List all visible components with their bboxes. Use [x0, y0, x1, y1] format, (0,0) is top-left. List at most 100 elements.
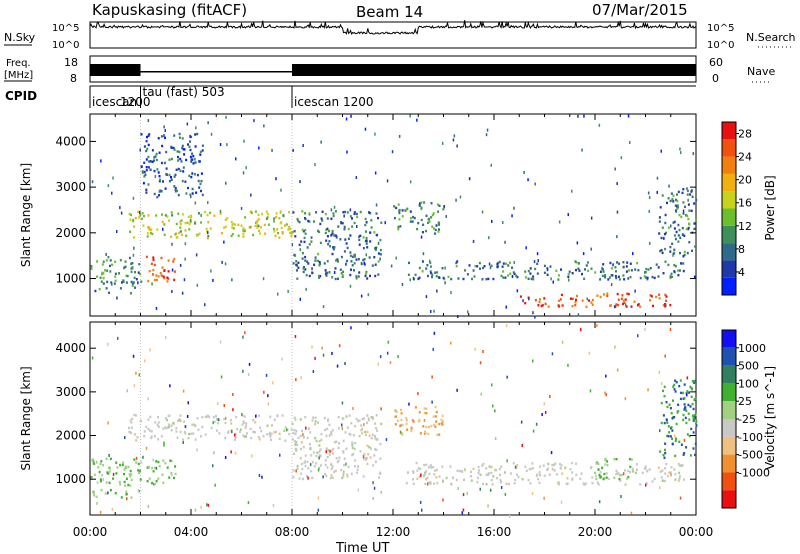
- data-cell: [281, 414, 284, 417]
- data-region: [394, 405, 445, 437]
- data-cell: [265, 210, 268, 213]
- data-cell: [244, 426, 247, 429]
- data-cell: [234, 451, 237, 455]
- data-cell: [441, 465, 444, 468]
- data-cell: [682, 209, 685, 213]
- data-cell: [369, 456, 372, 459]
- data-cell: [179, 222, 182, 226]
- data-cell: [125, 490, 128, 494]
- data-cell: [164, 462, 167, 465]
- data-cell: [685, 446, 688, 449]
- data-cell: [532, 359, 534, 363]
- data-cell: [288, 432, 291, 436]
- data-cell: [499, 481, 502, 484]
- data-cell: [440, 422, 443, 425]
- data-cell: [507, 482, 510, 486]
- data-cell: [692, 152, 695, 156]
- data-cell: [223, 417, 226, 421]
- data-cell: [412, 482, 415, 485]
- data-cell: [457, 277, 460, 280]
- data-cell: [575, 462, 577, 465]
- data-cell: [621, 473, 623, 477]
- data-cell: [276, 414, 279, 418]
- data-cell: [92, 458, 95, 461]
- data-cell: [141, 171, 144, 174]
- data-cell: [524, 465, 527, 469]
- data-cell: [105, 253, 107, 256]
- data-cell: [161, 266, 164, 269]
- nsky-trace: [89, 20, 697, 36]
- data-cell: [664, 354, 666, 358]
- data-cell: [128, 212, 131, 216]
- data-cell: [226, 217, 229, 220]
- data-cell: [154, 155, 157, 158]
- data-cell: [146, 135, 148, 139]
- data-cell: [234, 438, 236, 441]
- data-cell: [613, 458, 616, 461]
- data-cell: [163, 134, 165, 138]
- data-cell: [310, 470, 313, 473]
- data-cell: [345, 462, 347, 466]
- data-cell: [489, 266, 492, 270]
- data-cell: [307, 219, 310, 223]
- data-cell: [525, 469, 528, 472]
- data-cell: [196, 417, 199, 420]
- data-cell: [224, 436, 227, 440]
- data-cell: [624, 298, 627, 301]
- data-cell: [193, 423, 196, 426]
- data-cell: [363, 453, 366, 456]
- data-cell: [689, 454, 692, 457]
- data-cell: [615, 469, 618, 472]
- data-cell: [120, 496, 123, 499]
- data-cell: [304, 454, 307, 457]
- data-cell: [601, 266, 603, 270]
- data-cell: [153, 159, 156, 162]
- data-cell: [210, 132, 213, 136]
- data-cell: [456, 260, 459, 263]
- data-cell: [311, 345, 313, 349]
- data-cell: [196, 283, 199, 287]
- data-cell: [153, 483, 155, 486]
- data-cell: [155, 278, 158, 282]
- data-cell: [673, 227, 676, 230]
- data-cell: [380, 422, 383, 426]
- data-cell: [204, 303, 206, 307]
- data-cell: [468, 177, 471, 181]
- data-cell: [334, 469, 337, 473]
- data-cell: [190, 195, 192, 199]
- data-cell: [358, 419, 361, 422]
- data-cell: [334, 267, 337, 270]
- data-cell: [674, 454, 677, 458]
- data-cell: [353, 447, 356, 451]
- data-cell: [96, 460, 98, 464]
- data-cell: [516, 464, 519, 467]
- data-cell: [257, 224, 260, 227]
- data-cell: [649, 299, 652, 302]
- data-cell: [130, 270, 133, 273]
- data-cell: [273, 220, 275, 223]
- data-cell: [683, 250, 686, 254]
- data-cell: [140, 133, 143, 136]
- data-cell: [511, 275, 514, 278]
- data-cell: [150, 430, 153, 433]
- data-cell: [324, 428, 326, 432]
- data-cell: [438, 228, 440, 231]
- data-cell: [598, 123, 601, 127]
- data-cell: [462, 493, 465, 497]
- data-cell: [602, 263, 605, 266]
- nsearch-tick-top: 10^5: [707, 23, 734, 34]
- data-cell: [340, 255, 343, 259]
- data-cell: [490, 163, 492, 167]
- data-cell: [686, 214, 689, 218]
- data-cell: [225, 115, 227, 119]
- data-cell: [292, 476, 295, 479]
- data-cell: [616, 368, 619, 372]
- data-cell: [132, 253, 135, 257]
- data-cell: [673, 234, 676, 237]
- data-cell: [102, 260, 105, 263]
- data-cell: [379, 248, 382, 252]
- data-cell: [270, 432, 273, 436]
- data-cell: [336, 364, 339, 368]
- data-cell: [544, 302, 547, 306]
- data-cell: [317, 496, 320, 500]
